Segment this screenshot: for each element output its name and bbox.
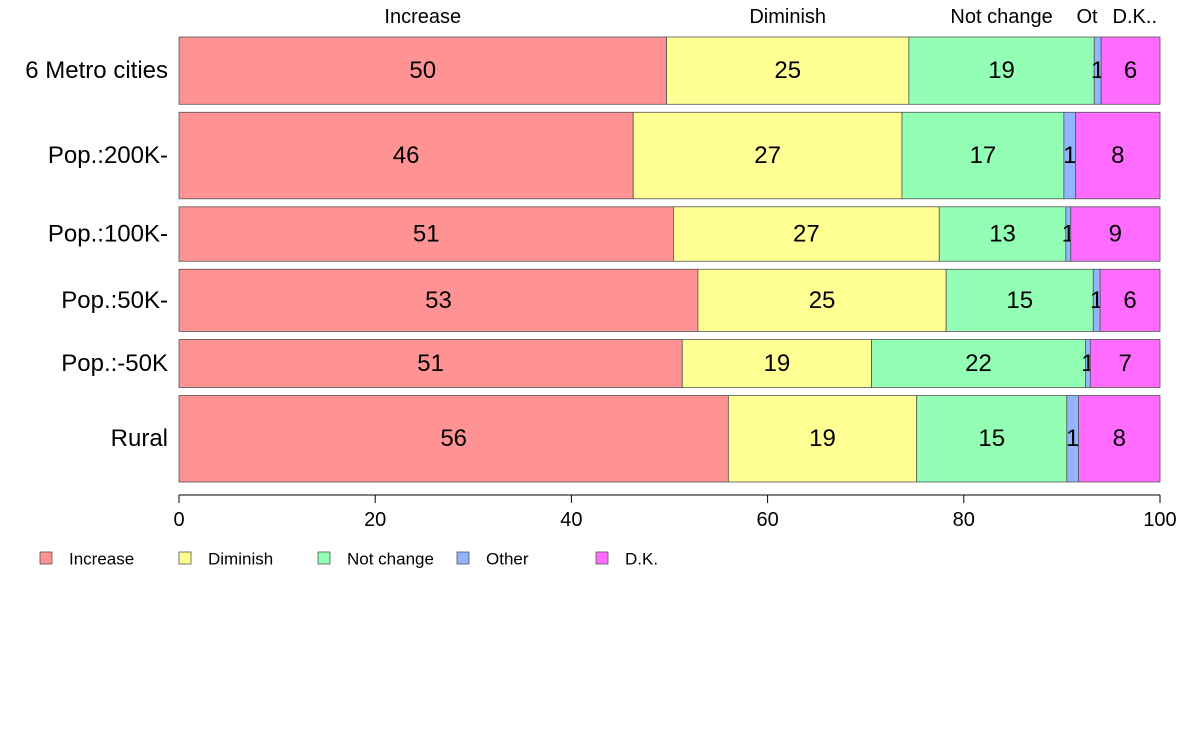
- data-label: 27: [793, 221, 820, 248]
- bar-segment-diminish: [666, 36, 910, 105]
- legend-label: Diminish: [208, 550, 273, 569]
- legend-label: Increase: [69, 550, 134, 569]
- bar-segment-d-k: [1078, 395, 1161, 483]
- data-label: 53: [425, 287, 452, 314]
- bars: 50 25 19 1 6 46 27 17 1 8 51 27 13 1 9 53 25 15 1 6 51 19 22 1 7…: [178, 36, 1161, 483]
- bar-segment-increase: [178, 36, 667, 105]
- bar-segment-d-k: [1070, 206, 1161, 262]
- x-tick-label: 0: [173, 509, 184, 531]
- top-label: D.K..: [1113, 6, 1157, 28]
- category-label: Pop.:200K-: [48, 142, 168, 169]
- category-labels: 6 Metro cities Pop.:200K- Pop.:100K- Pop.:5…: [25, 57, 168, 452]
- category-label: Pop.:50K-: [61, 287, 168, 314]
- data-label: 15: [1006, 287, 1033, 314]
- data-label: 6: [1124, 57, 1137, 84]
- top-label: Not change: [950, 6, 1052, 28]
- category-label: Pop.:-50K: [61, 350, 168, 377]
- x-axis: 0 20 40 60 80 100: [173, 494, 1177, 531]
- bar-row-pop-100k: 51 27 13 1 9: [178, 206, 1161, 262]
- legend-item-not-change: Not change: [317, 550, 434, 569]
- data-label: 19: [809, 425, 836, 452]
- bar-segment-not-change: [908, 36, 1095, 105]
- bar-segment-diminish: [673, 206, 940, 262]
- bar-segment-increase: [178, 111, 634, 200]
- bar-segment-not-change: [916, 395, 1068, 483]
- legend-label: Not change: [347, 550, 434, 569]
- category-label: 6 Metro cities: [25, 57, 168, 84]
- data-label: 25: [809, 287, 836, 314]
- bar-segment-not-change: [871, 339, 1086, 388]
- top-segment-labels: Increase Diminish Not change Ot D.K..: [384, 6, 1157, 28]
- bar-segment-diminish: [727, 395, 918, 483]
- legend-item-diminish: Diminish: [178, 550, 273, 569]
- data-label: 1: [1063, 142, 1076, 169]
- bar-row-rural: 56 19 15 1 8: [178, 395, 1161, 483]
- data-label: 19: [764, 350, 791, 377]
- category-label: Pop.:100K-: [48, 221, 168, 248]
- bar-segment-increase: [178, 339, 683, 388]
- bar-segment-diminish: [681, 339, 872, 388]
- x-tick-label: 60: [756, 509, 778, 531]
- data-label: 27: [754, 142, 781, 169]
- data-label: 9: [1109, 221, 1122, 248]
- data-label: 51: [413, 221, 440, 248]
- bar-segment-d-k: [1099, 268, 1161, 332]
- legend-label: Other: [486, 550, 529, 569]
- bar-row-6-metro-cities: 50 25 19 1 6: [178, 36, 1161, 105]
- bar-row-pop-50k: 53 25 15 1 6: [178, 268, 1161, 332]
- legend-item-other: Other: [456, 550, 529, 569]
- bar-segment-not-change: [945, 268, 1094, 332]
- data-label: 51: [417, 350, 444, 377]
- bar-row-pop-50k: 51 19 22 1 7: [178, 339, 1161, 388]
- data-label: 19: [988, 57, 1015, 84]
- category-label: Rural: [111, 425, 168, 452]
- data-label: 8: [1111, 142, 1124, 169]
- data-label: 6: [1123, 287, 1136, 314]
- legend-label: D.K.: [625, 550, 658, 569]
- legend-swatch: [456, 551, 470, 565]
- data-label: 50: [409, 57, 436, 84]
- data-label: 46: [393, 142, 420, 169]
- bar-segment-not-change: [938, 206, 1067, 262]
- x-tick-label: 20: [364, 509, 386, 531]
- x-tick-label: 100: [1143, 509, 1176, 531]
- x-tick-label: 40: [560, 509, 582, 531]
- data-label: 25: [774, 57, 801, 84]
- legend-item-increase: Increase: [39, 550, 134, 569]
- bar-segment-d-k: [1089, 339, 1161, 388]
- bar-segment-d-k: [1100, 36, 1161, 105]
- bar-segment-d-k: [1075, 111, 1161, 200]
- bar-segment-increase: [178, 206, 674, 262]
- bar-segment-increase: [178, 268, 699, 332]
- legend-swatch: [178, 551, 192, 565]
- legend-swatch: [317, 551, 331, 565]
- top-label: Increase: [384, 6, 461, 28]
- legend-swatch: [595, 551, 609, 565]
- bar-row-pop-200k: 46 27 17 1 8: [178, 111, 1161, 200]
- data-label: 22: [965, 350, 992, 377]
- bar-segment-increase: [178, 395, 729, 483]
- data-label: 1: [1066, 425, 1079, 452]
- legend: Increase Diminish Not change Other D.K.: [39, 550, 658, 569]
- bar-segment-diminish: [632, 111, 903, 200]
- top-label: Diminish: [749, 6, 826, 28]
- data-label: 17: [970, 142, 997, 169]
- data-label: 7: [1118, 350, 1131, 377]
- legend-item-d-k: D.K.: [595, 550, 658, 569]
- x-tick-label: 80: [953, 509, 975, 531]
- data-label: 8: [1113, 425, 1126, 452]
- bar-segment-not-change: [901, 111, 1065, 200]
- top-label: Ot: [1076, 6, 1098, 28]
- data-label: 56: [440, 425, 467, 452]
- data-label: 15: [978, 425, 1005, 452]
- legend-swatch: [39, 551, 53, 565]
- data-label: 13: [989, 221, 1016, 248]
